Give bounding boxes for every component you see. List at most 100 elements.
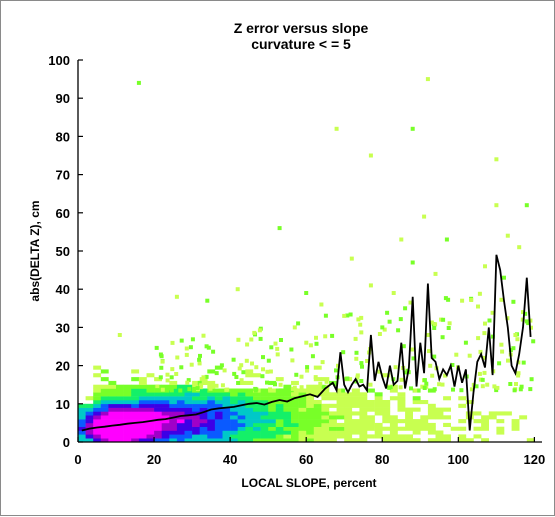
heatmap-cell [344, 419, 353, 424]
heatmap-cell [108, 392, 117, 397]
heatmap-cell [359, 419, 368, 424]
heatmap-cell [313, 422, 322, 427]
sparse-point [482, 355, 486, 360]
heatmap-cell [382, 373, 391, 378]
sparse-point [190, 337, 195, 342]
heatmap-cell [108, 396, 117, 401]
sparse-point [430, 373, 435, 378]
sparse-point [440, 335, 445, 340]
sparse-point [178, 388, 183, 393]
heatmap-cell [321, 415, 330, 420]
heatmap-cell [138, 419, 147, 424]
heatmap-cell [313, 400, 322, 405]
heatmap-cell [184, 430, 193, 435]
heatmap-cell [108, 411, 117, 416]
sparse-point [499, 342, 504, 347]
sparse-point [411, 356, 416, 361]
x-tick-label: 60 [299, 452, 313, 467]
heatmap-cell [123, 392, 132, 397]
heatmap-cell [131, 438, 140, 443]
sparse-point [528, 387, 533, 392]
heatmap-cell [427, 411, 436, 416]
heatmap-cell [382, 415, 391, 420]
heatmap-cell [245, 403, 254, 408]
heatmap-cell [511, 419, 520, 424]
heatmap-cell [389, 415, 398, 420]
sparse-point [524, 319, 529, 324]
sparse-point [197, 380, 202, 385]
heatmap-cell [412, 422, 421, 427]
heatmap-cell [245, 426, 254, 431]
heatmap-cell [199, 426, 208, 431]
heatmap-cell [313, 438, 322, 443]
heatmap-cell [199, 411, 208, 416]
y-tick-label: 60 [56, 206, 70, 221]
heatmap-cell [161, 422, 170, 427]
sparse-point [179, 365, 184, 370]
sparse-point [459, 388, 464, 393]
heatmap-cell [291, 434, 299, 439]
heatmap-cell [397, 396, 406, 401]
y-tick-label: 10 [56, 397, 70, 412]
heatmap-cell [313, 434, 322, 439]
heatmap-cell [291, 392, 299, 397]
heatmap-cell [313, 426, 322, 431]
heatmap-cell [169, 400, 178, 405]
sparse-point [245, 342, 250, 347]
sparse-point [237, 366, 242, 371]
heatmap-cell [230, 434, 238, 439]
sparse-point [399, 377, 404, 382]
sparse-point [222, 368, 227, 373]
sparse-point [273, 341, 278, 346]
heatmap-cell [146, 430, 155, 435]
sparse-point [159, 354, 164, 359]
heatmap-cell [260, 400, 269, 405]
sparse-point [365, 359, 370, 363]
heatmap-cell [199, 400, 208, 405]
heatmap-cell [138, 388, 147, 393]
sparse-point [159, 365, 164, 370]
heatmap-cell [176, 407, 185, 412]
sparse-point [514, 382, 518, 386]
sparse-point [529, 325, 533, 330]
y-tick-label: 40 [56, 282, 70, 297]
heatmap-cell [214, 438, 223, 443]
heatmap-cell [275, 411, 284, 416]
heatmap-cell [176, 438, 185, 443]
heatmap-cell [78, 422, 86, 427]
sparse-point [179, 338, 184, 343]
heatmap-cell [260, 407, 269, 412]
heatmap-cell [283, 411, 292, 416]
heatmap-cell [123, 388, 132, 393]
heatmap-cell [176, 400, 185, 405]
heatmap-cell [138, 426, 147, 431]
heatmap-cell [207, 392, 216, 397]
heatmap-cell [138, 377, 147, 382]
sparse-point [494, 388, 499, 393]
heatmap-cell [85, 407, 94, 412]
heatmap-cell [306, 426, 315, 431]
heatmap-cell [169, 392, 178, 397]
heatmap-cell [78, 403, 86, 408]
heatmap-cell [214, 422, 223, 427]
heatmap-cell [321, 411, 330, 416]
y-tick-label: 0 [63, 435, 70, 450]
heatmap-cell [176, 392, 185, 397]
sparse-point [299, 385, 304, 390]
heatmap-cell [359, 430, 368, 435]
heatmap-cell [131, 426, 140, 431]
heatmap-cell [123, 434, 132, 439]
heatmap-cell [351, 430, 360, 435]
heatmap-cell [260, 438, 269, 443]
sparse-point [260, 374, 265, 379]
sparse-point [155, 388, 160, 393]
heatmap-cell [253, 400, 261, 405]
sparse-point [158, 375, 163, 380]
sparse-point [382, 327, 387, 332]
heatmap-cell [359, 415, 368, 420]
sparse-point [265, 380, 269, 385]
x-tick-label: 100 [447, 452, 469, 467]
heatmap-cell [473, 434, 482, 439]
heatmap-cell [260, 422, 269, 427]
heatmap-cell [435, 407, 444, 412]
